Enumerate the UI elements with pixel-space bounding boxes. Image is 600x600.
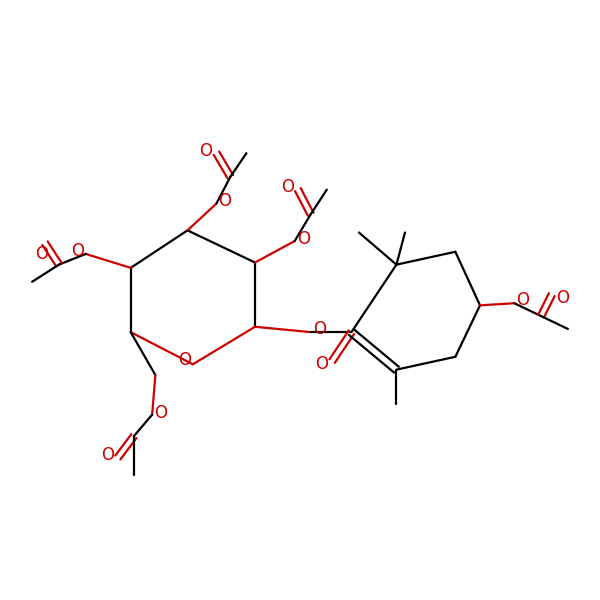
Text: O: O [281,178,293,196]
Text: O: O [218,193,232,211]
Text: O: O [101,446,113,464]
Text: O: O [178,351,191,369]
Text: O: O [297,230,310,248]
Text: O: O [199,142,212,160]
Text: O: O [154,403,167,421]
Text: O: O [315,355,328,373]
Text: O: O [556,289,569,307]
Text: O: O [71,242,83,260]
Text: O: O [313,320,326,338]
Text: O: O [517,291,529,309]
Text: O: O [35,245,48,263]
